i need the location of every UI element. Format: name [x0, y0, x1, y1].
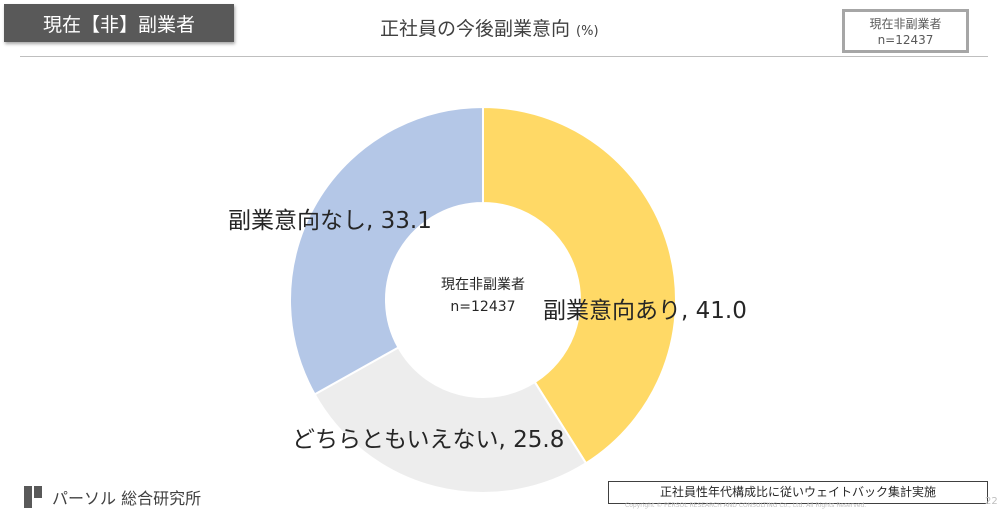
sample-box-label: 現在非副業者 — [869, 17, 942, 31]
company-logo: パーソル 総合研究所 — [24, 485, 201, 509]
title-unit: (%) — [576, 24, 599, 39]
slice-label-2: どちらともいえない, 25.8 — [292, 427, 564, 453]
sample-size-box: 現在非副業者 n=12437 — [842, 9, 969, 53]
section-tag: 現在【非】副業者 — [4, 4, 234, 42]
logo-text: パーソル 総合研究所 — [52, 489, 202, 508]
logo-mark-icon — [24, 486, 42, 508]
sample-box-count: n=12437 — [877, 33, 934, 47]
slice-label-1: 副業意向あり, 41.0 — [543, 298, 747, 324]
donut-slice-1 — [482, 105, 677, 465]
center-label-count: n=12437 — [450, 299, 515, 315]
page-number: 22 — [985, 496, 998, 507]
donut-labels: 副業意向あり, 41.0 どちらともいえない, 25.8 副業意向なし, 33.1 — [228, 208, 747, 453]
donut-slices — [289, 105, 677, 494]
copyright-text: Copyright © PERSOL RESEARCH AND CONSULTI… — [625, 502, 867, 509]
center-label-group: 現在非副業者 — [441, 277, 525, 293]
donut-slice-2 — [313, 346, 588, 494]
donut-slice-3 — [289, 105, 484, 396]
title-divider — [20, 56, 988, 57]
slice-label-3: 副業意向なし, 33.1 — [228, 208, 432, 234]
page-title: 正社員の今後副業意向 (%) — [380, 14, 599, 41]
title-text: 正社員の今後副業意向 — [380, 18, 571, 40]
weighting-note: 正社員性年代構成比に従いウェイトバック集計実施 — [608, 481, 988, 504]
